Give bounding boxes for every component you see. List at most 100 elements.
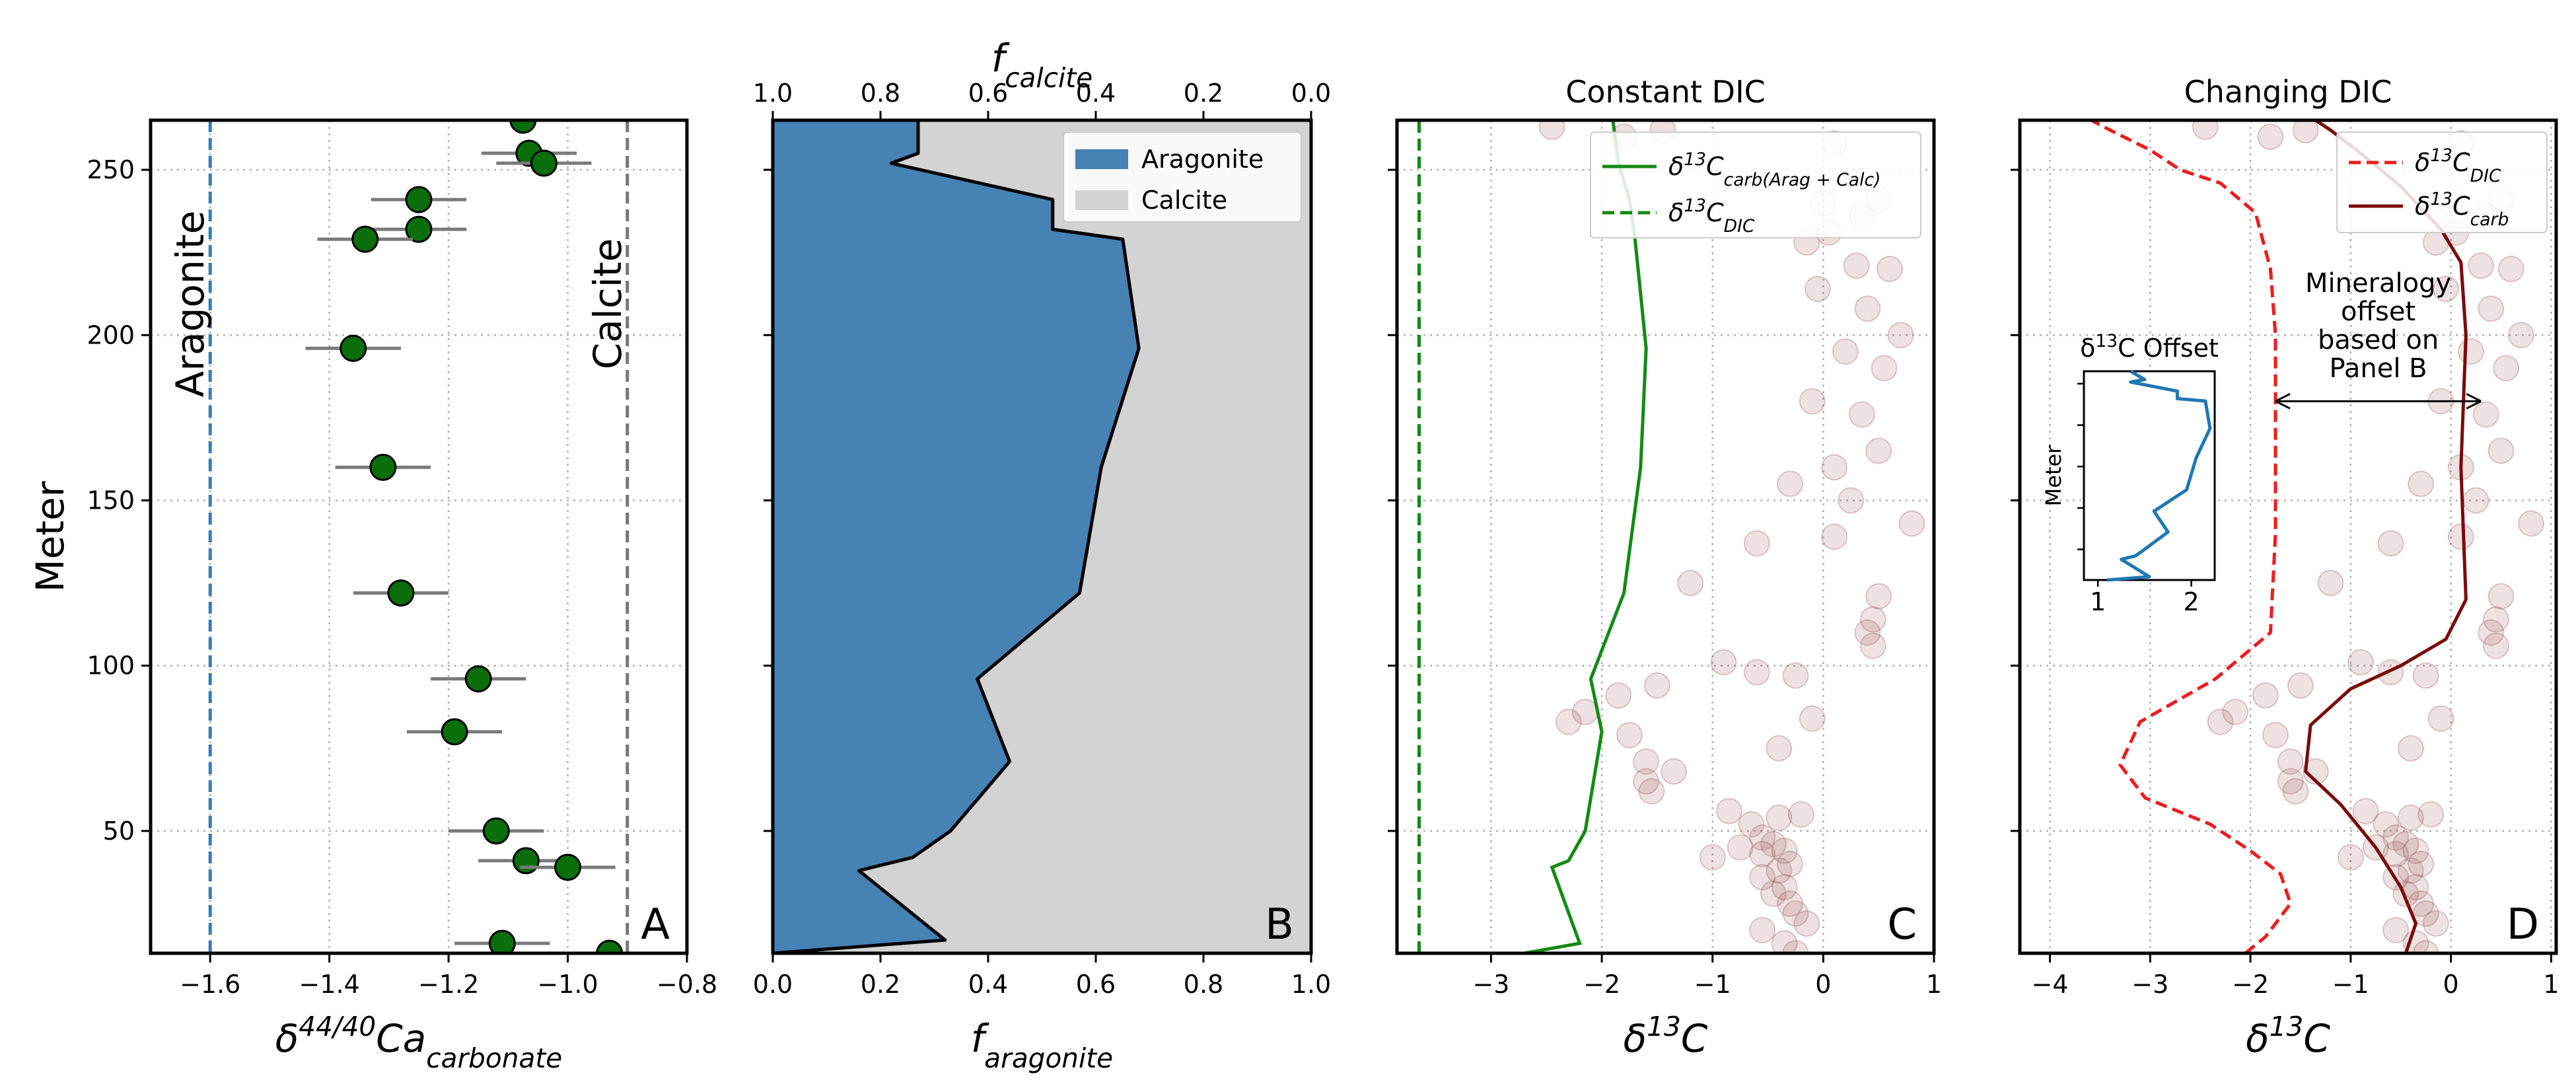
axes-frame bbox=[2018, 118, 2558, 955]
background-point bbox=[1782, 900, 1809, 927]
background-point bbox=[2277, 748, 2304, 775]
x-tick-label: 0.2 bbox=[861, 970, 900, 999]
background-point bbox=[1771, 837, 1798, 864]
background-point bbox=[2482, 632, 2509, 659]
background-point bbox=[2377, 659, 2404, 686]
background-point bbox=[1743, 530, 1770, 557]
background-point bbox=[2447, 523, 2474, 550]
x-tick-label: −1 bbox=[2332, 970, 2369, 999]
background-point bbox=[2408, 470, 2435, 497]
background-point bbox=[1843, 252, 1870, 279]
background-point bbox=[2487, 583, 2515, 610]
y-tick-label: 250 bbox=[87, 155, 135, 184]
background-point bbox=[2192, 120, 2219, 141]
x-tick-label: 0.6 bbox=[1076, 970, 1116, 999]
legend-label: δ13CDIC bbox=[2415, 145, 2501, 186]
background-point bbox=[1799, 705, 1826, 732]
background-point bbox=[1760, 880, 1787, 907]
x-tick-label: 0 bbox=[2443, 970, 2459, 999]
x-tick-label: −4 bbox=[2032, 970, 2069, 999]
panel-c: −3 −2 −1 0 1C Constant DIC δ13C δ13Ccarb(Arag +… bbox=[1388, 74, 1942, 1061]
arrow-head-left bbox=[2275, 392, 2291, 410]
background-point bbox=[1876, 256, 1903, 283]
arrow-head-right bbox=[2466, 392, 2482, 410]
background-point bbox=[2282, 778, 2309, 805]
legend-label: δ13Ccarb(Arag + Calc) bbox=[1668, 149, 1881, 190]
data-point bbox=[488, 929, 516, 953]
background-point bbox=[2422, 910, 2449, 937]
background-point bbox=[2347, 649, 2375, 676]
inset-x-tick-label: 1 bbox=[2090, 587, 2106, 616]
data-point bbox=[351, 225, 379, 253]
data-point bbox=[509, 120, 537, 134]
background-point bbox=[1605, 682, 1632, 709]
background-point bbox=[1771, 929, 1798, 953]
legend-box bbox=[1590, 131, 1921, 238]
background-point bbox=[2382, 824, 2410, 851]
x-tick-label: −1.6 bbox=[180, 970, 240, 999]
background-point bbox=[1832, 338, 1859, 365]
background-point bbox=[1643, 672, 1670, 699]
background-point bbox=[1799, 388, 1826, 415]
background-point bbox=[1743, 659, 1770, 686]
x-axis-label: δ13C bbox=[2246, 1011, 2330, 1061]
legend-label: Calcite bbox=[1141, 186, 1227, 215]
x-tick-label: −2 bbox=[1583, 970, 1620, 999]
top-x-tick-label: 0.8 bbox=[861, 79, 900, 108]
background-point bbox=[2287, 672, 2314, 699]
x-tick-label: 0.0 bbox=[753, 970, 793, 999]
background-point bbox=[2207, 708, 2234, 735]
reference-line-label: Calcite bbox=[585, 238, 630, 370]
annotation-text: Mineralogy bbox=[2305, 268, 2451, 299]
background-point bbox=[2397, 804, 2424, 831]
background-point bbox=[1865, 437, 1892, 464]
inset-line bbox=[2107, 369, 2212, 582]
x-tick-label: 1.0 bbox=[1291, 970, 1331, 999]
background-point bbox=[2302, 758, 2329, 785]
data-point bbox=[530, 149, 557, 177]
background-point bbox=[1782, 662, 1809, 689]
background-point bbox=[1777, 890, 1804, 917]
background-point bbox=[2412, 662, 2439, 689]
data-point bbox=[482, 817, 510, 845]
x-tick-label: −0.8 bbox=[657, 970, 717, 999]
background-point bbox=[2337, 844, 2364, 871]
background-point bbox=[1633, 748, 1660, 775]
aragonite-area bbox=[773, 120, 1139, 953]
top-x-tick-label: 0.6 bbox=[968, 79, 1008, 108]
background-point bbox=[2252, 682, 2279, 709]
background-point bbox=[2478, 619, 2505, 646]
axes-frame bbox=[149, 118, 689, 955]
legend-label: Aragonite bbox=[1141, 145, 1264, 174]
data-point bbox=[441, 718, 468, 746]
background-point bbox=[2507, 322, 2534, 349]
x-tick-label: 0.4 bbox=[968, 970, 1008, 999]
background-point bbox=[2478, 295, 2505, 322]
x-tick-label: 0 bbox=[1815, 970, 1831, 999]
series-line bbox=[2087, 120, 2293, 953]
background-point bbox=[1838, 487, 1865, 514]
panel-letter: D bbox=[2507, 900, 2539, 949]
legend-swatch bbox=[1075, 149, 1128, 169]
background-point bbox=[2427, 705, 2454, 732]
background-point bbox=[2408, 850, 2435, 877]
x-tick-label: 1 bbox=[2543, 970, 2559, 999]
background-point bbox=[1777, 850, 1804, 877]
top-x-tick-label: 0.4 bbox=[1076, 79, 1116, 108]
data-point bbox=[596, 939, 624, 953]
background-point bbox=[1766, 804, 1793, 831]
panel-b: 0.0 0.2 0.4 0.6 0.8 1.0 B 1.0 0.8 0.6 0.4 0.2 0.0 far… bbox=[753, 36, 1331, 1074]
data-point bbox=[387, 579, 415, 607]
background-point bbox=[1821, 523, 1848, 550]
chart-title: Constant DIC bbox=[1565, 74, 1766, 110]
background-point bbox=[1760, 830, 1787, 857]
background-point bbox=[1854, 295, 1881, 322]
background-point bbox=[2457, 338, 2484, 365]
background-point bbox=[2468, 252, 2495, 279]
legend-swatch bbox=[1075, 190, 1128, 210]
data-point bbox=[464, 665, 492, 693]
background-point bbox=[2462, 487, 2489, 514]
background-point bbox=[2497, 256, 2524, 283]
background-point bbox=[2417, 801, 2445, 828]
